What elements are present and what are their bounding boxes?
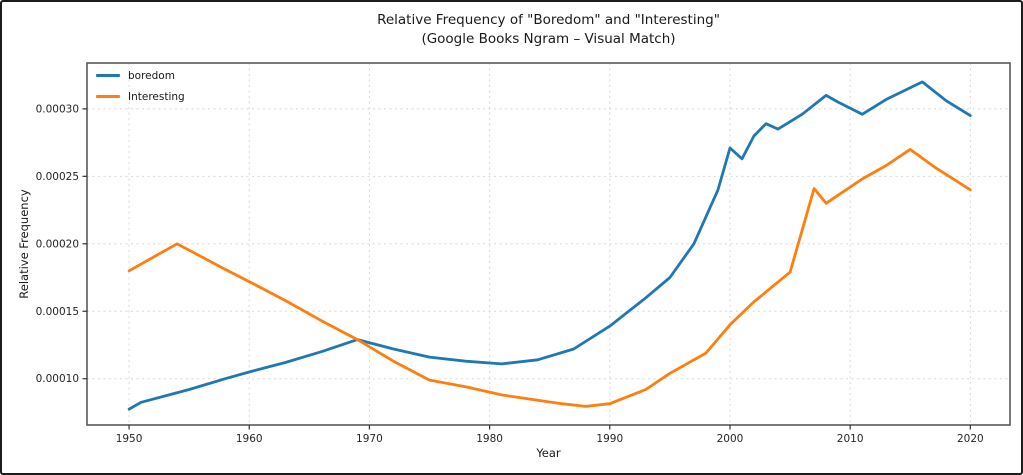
tick-marks: [82, 108, 971, 430]
y-tick-label: 0.00025: [36, 171, 79, 183]
x-tick-label: 1980: [476, 433, 503, 445]
legend-label-interesting: Interesting: [128, 90, 185, 103]
x-tick-label: 1950: [116, 433, 143, 445]
series-line-boredom: [127, 80, 972, 411]
x-tick-label: 1960: [236, 433, 263, 445]
legend-label-boredom: boredom: [128, 69, 175, 82]
legend: boredom Interesting: [96, 69, 185, 103]
chart-title-line2: (Google Books Ngram – Visual Match): [421, 31, 676, 47]
y-tick-label: 0.00010: [36, 373, 79, 385]
y-tick-label: 0.00020: [36, 238, 79, 250]
y-tick-label: 0.00015: [36, 306, 79, 318]
x-tick-label: 2020: [957, 433, 984, 445]
legend-line-swatch-boredom: [96, 74, 120, 77]
x-tick-label: 1990: [596, 433, 623, 445]
y-tick-label: 0.00030: [36, 103, 79, 115]
series-line-interesting: [127, 147, 972, 408]
tick-labels: 1950 1960 1970 1980 1990 2000 2010 2020 0.00010 0…: [36, 103, 984, 445]
x-tick-label: 1970: [356, 433, 383, 445]
legend-item-boredom: boredom: [96, 69, 185, 82]
legend-line-swatch-interesting: [96, 95, 120, 98]
x-tick-label: 2000: [717, 433, 744, 445]
chart-title: Relative Frequency of "Boredom" and "Int…: [87, 11, 1010, 49]
x-axis-label: Year: [536, 446, 561, 460]
y-axis-label: Relative Frequency: [17, 189, 31, 299]
chart-title-line1: Relative Frequency of "Boredom" and "Int…: [377, 12, 720, 28]
legend-item-interesting: Interesting: [96, 90, 185, 103]
gridlines: [87, 63, 1010, 425]
x-tick-label: 2010: [837, 433, 864, 445]
